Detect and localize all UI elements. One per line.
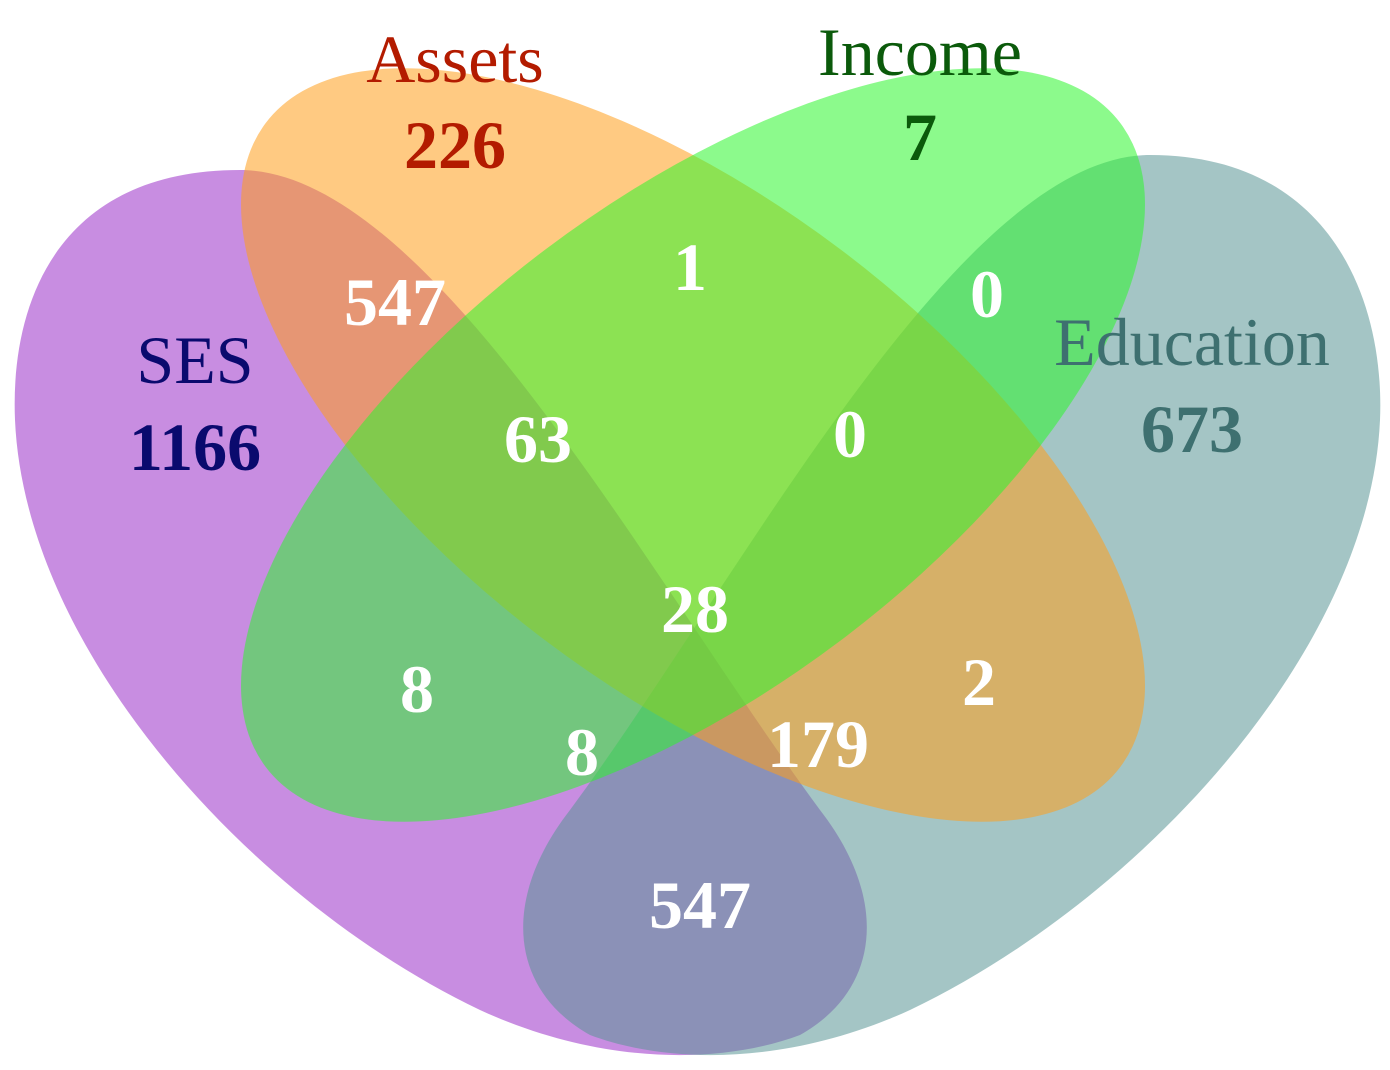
- region-assets-education: 2: [962, 644, 996, 720]
- income-set-name: Income: [818, 14, 1022, 90]
- ses-set-name: SES: [136, 322, 253, 398]
- region-ses-assets-education: 179: [767, 706, 869, 782]
- income-set-count: 7: [903, 99, 937, 175]
- region-ses-assets: 547: [344, 264, 446, 340]
- region-income-education: 0: [970, 256, 1004, 332]
- region-ses-assets-income: 63: [504, 401, 572, 477]
- set-labels: SES 1166 Assets 226 Income 7 Education 6…: [129, 14, 1330, 485]
- region-counts: 547 1 0 63 0 28 8 8 179 2 547: [344, 229, 1004, 943]
- education-set-name: Education: [1054, 304, 1330, 380]
- assets-set-count: 226: [404, 107, 506, 183]
- region-all-sets: 28: [661, 571, 729, 647]
- assets-set-name: Assets: [366, 21, 544, 97]
- income-set-shape: [241, 68, 1145, 822]
- region-assets-income-education: 0: [833, 396, 867, 472]
- set-shapes: [14, 68, 1381, 1056]
- education-set-count: 673: [1141, 391, 1243, 467]
- region-ses-income: 8: [400, 651, 434, 727]
- region-assets-income: 1: [673, 229, 707, 305]
- ses-set-count: 1166: [129, 409, 261, 485]
- region-ses-education: 547: [649, 867, 751, 943]
- region-ses-income-education: 8: [565, 714, 599, 790]
